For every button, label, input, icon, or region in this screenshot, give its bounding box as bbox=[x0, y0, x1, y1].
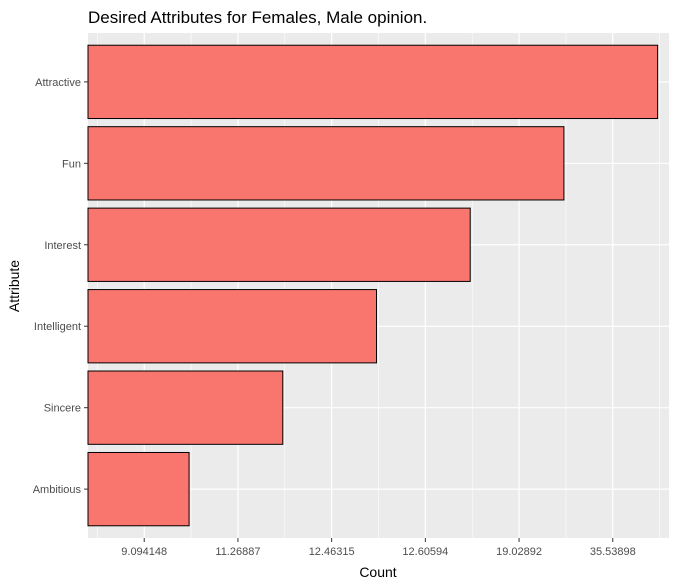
x-tick-label: 9.094148 bbox=[121, 546, 167, 558]
x-tick-label: 12.60594 bbox=[402, 546, 448, 558]
x-tick-label: 11.26887 bbox=[215, 546, 260, 558]
y-tick-label: Attractive bbox=[35, 77, 81, 89]
bar-fun bbox=[87, 126, 565, 201]
x-axis-title: Count bbox=[359, 564, 396, 580]
y-tick-label: Fun bbox=[62, 158, 81, 170]
y-tick-label: Ambitious bbox=[33, 484, 82, 496]
x-tick-label: 35.53898 bbox=[590, 546, 636, 558]
y-axis-title: Attribute bbox=[6, 260, 22, 312]
bars bbox=[87, 44, 659, 527]
bar-attractive bbox=[87, 44, 659, 120]
y-tick-label: Interest bbox=[44, 240, 81, 252]
x-tick-label: 19.02892 bbox=[496, 546, 542, 558]
x-tick-label: 12.46315 bbox=[309, 546, 355, 558]
y-tick-label: Sincere bbox=[44, 403, 81, 415]
x-axis-ticks: 9.094148 11.26887 12.46315 12.60594 19.02892… bbox=[121, 538, 636, 558]
bar-ambitious bbox=[87, 451, 190, 527]
y-tick-label: Intelligent bbox=[34, 321, 81, 333]
bar-interest bbox=[87, 207, 471, 282]
chart-title: Desired Attributes for Females, Male opi… bbox=[88, 8, 427, 27]
bar-intelligent bbox=[87, 289, 377, 364]
bar-sincere bbox=[87, 370, 284, 445]
y-axis-ticks: Attractive Fun Interest Intelligent Sincere A… bbox=[33, 77, 88, 496]
